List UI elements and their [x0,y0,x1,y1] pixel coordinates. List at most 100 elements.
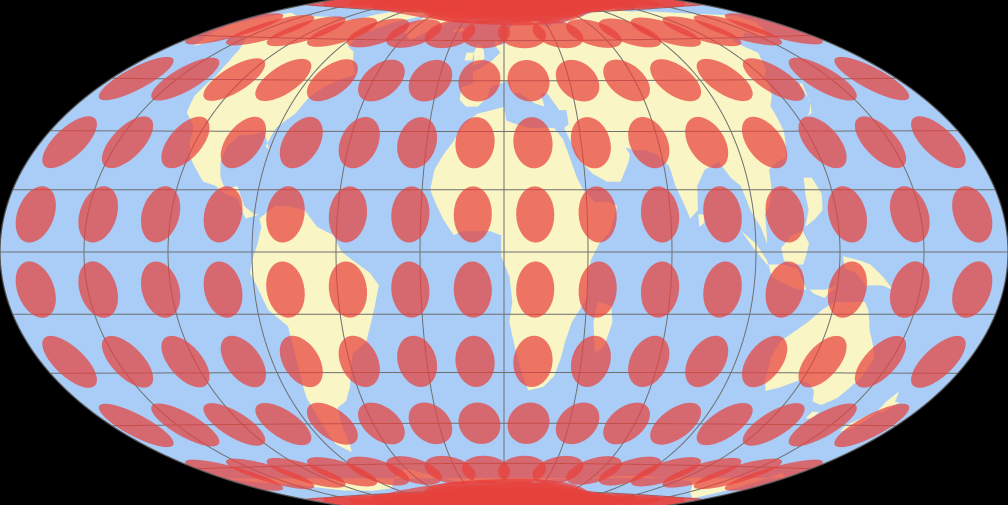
tissot-indicatrix-group [266,261,305,318]
tissot-indicatrix-group [397,117,438,169]
tissot-indicatrix [328,186,368,243]
tissot-indicatrix [662,457,742,488]
tissot-indicatrix [408,59,453,102]
tissot-indicatrix [693,14,783,46]
tissot-indicatrix [570,335,611,387]
tissot-indicatrix-group [422,0,681,24]
tissot-indicatrix [513,117,553,169]
tissot-indicatrix [391,186,430,243]
tissot-indicatrix [742,58,805,101]
tissot-indicatrix-group [555,59,600,102]
tissot-indicatrix-group [628,335,670,387]
tissot-indicatrix-group [685,335,729,388]
tissot-indicatrix [889,186,930,243]
tissot-indicatrix [220,335,267,388]
tissot-indicatrix-group [161,335,210,388]
tissot-indicatrix [461,455,511,485]
tissot-indicatrix [827,261,868,318]
tissot-indicatrix-group [453,261,492,318]
tissot-indicatrix [397,117,438,169]
tissot-indicatrix [255,58,312,102]
tissot-indicatrix-group [461,455,511,485]
tissot-indicatrix [455,335,495,387]
tissot-indicatrix-group [42,116,97,169]
tissot-indicatrix-group [952,261,993,318]
tissot-indicatrix [598,18,662,48]
tissot-indicatrix [889,261,930,318]
tissot-indicatrix-group [741,335,788,388]
tissot-indicatrix-group [140,186,181,243]
tissot-indicatrix [15,186,56,243]
tissot-indicatrix [788,57,857,101]
tissot-indicatrix [703,186,742,243]
tissot-indicatrix [742,403,805,446]
tissot-indicatrix-group [151,403,220,447]
tissot-indicatrix [453,186,492,243]
tissot-indicatrix-group [834,56,910,101]
tissot-indicatrix [255,402,312,446]
tissot-indicatrix-group [662,16,742,47]
tissot-indicatrix-group [513,117,553,169]
tissot-indicatrix [703,261,742,318]
tissot-indicatrix [203,58,266,101]
tissot-indicatrix [516,261,555,318]
tissot-indicatrix-group [570,335,611,387]
tissot-indicatrix [854,335,907,388]
tissot-indicatrix [834,56,910,101]
tissot-indicatrix [570,117,611,169]
tissot-indicatrix [650,402,702,445]
tissot-indicatrix [397,335,438,387]
tissot-indicatrix-group [854,335,907,388]
tissot-indicatrix [161,116,210,169]
tissot-indicatrix-group [598,18,662,48]
tissot-indicatrix-group [827,261,868,318]
tissot-indicatrix-group [140,261,181,318]
tissot-indicatrix-group [98,56,174,101]
tissot-indicatrix [358,59,405,102]
tissot-indicatrix-group [424,19,476,49]
tissot-indicatrix [266,261,305,318]
tissot-indicatrix-group [570,117,611,169]
tissot-indicatrix-group [338,117,380,169]
tissot-indicatrix [724,13,823,45]
tissot-indicatrix-group [455,117,495,169]
tissot-indicatrix [306,59,358,102]
tissot-indicatrix-group [598,456,662,486]
tissot-indicatrix-group [724,13,823,45]
tissot-indicatrix-group [889,261,930,318]
tissot-indicatrix-group [203,403,266,446]
tissot-indicatrix-group [603,59,650,102]
tissot-indicatrix-group [203,261,243,318]
tissot-indicatrix-group [185,13,284,45]
tissot-indicatrix-group [834,403,910,448]
tissot-indicatrix-group [911,335,966,388]
tissot-indicatrix-group [255,58,312,102]
tissot-indicatrix-group [391,186,430,243]
tissot-indicatrix [266,457,346,488]
tissot-indicatrix-group [279,335,323,388]
tissot-indicatrix [140,261,181,318]
tissot-indicatrix-group [662,457,742,488]
tissot-indicatrix [630,17,701,47]
tissot-indicatrix-group [346,456,410,486]
tissot-indicatrix-group [358,59,405,102]
tissot-indicatrix-group [266,16,346,47]
tissot-indicatrix [220,116,267,169]
tissot-indicatrix-group [603,402,650,445]
tissot-indicatrix-group [453,186,492,243]
tissot-indicatrix [628,335,670,387]
tissot-indicatrix-group [630,457,701,487]
tissot-indicatrix [203,261,243,318]
tissot-indicatrix [185,459,284,491]
tissot-indicatrix [151,403,220,447]
indicatrix-layer [15,0,993,505]
tissot-indicatrix [640,186,680,243]
tissot-indicatrix [765,261,805,318]
tissot-indicatrix-group [424,455,476,485]
tissot-indicatrix-group [788,403,857,447]
tissot-indicatrix-group [203,186,243,243]
tissot-indicatrix-group [422,480,681,505]
landmass-17 [876,391,900,413]
